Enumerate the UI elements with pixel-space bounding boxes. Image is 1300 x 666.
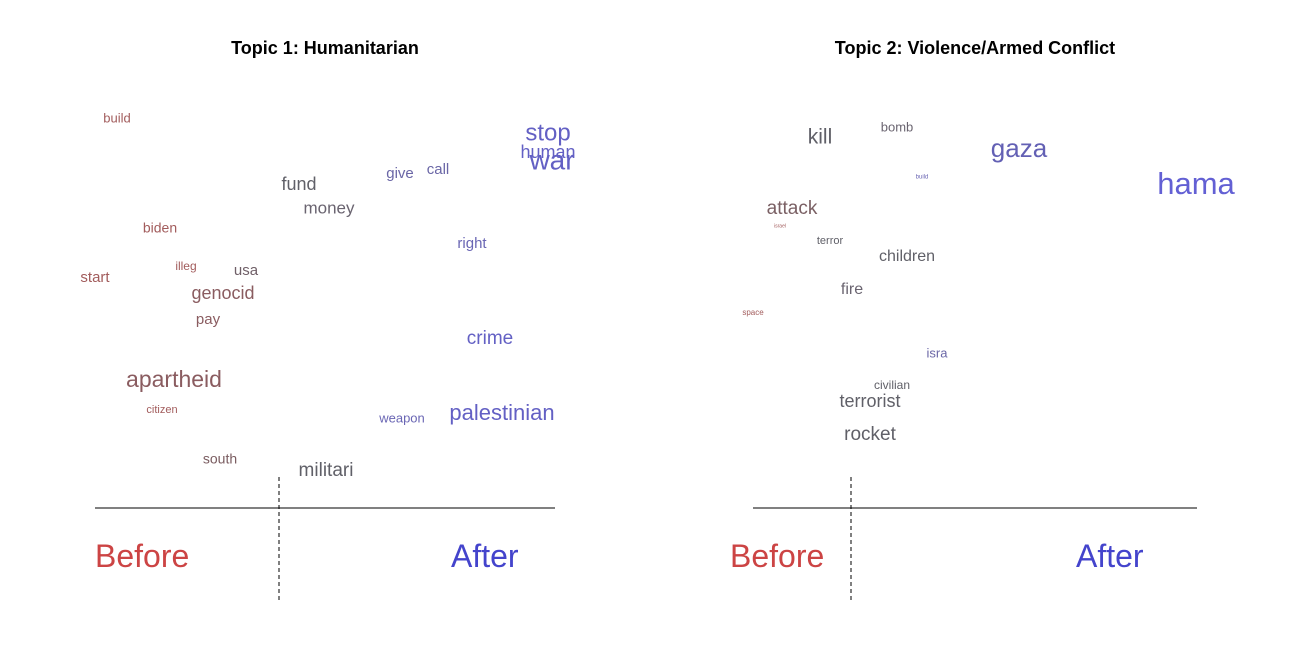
word-civilian: civilian	[874, 378, 910, 392]
word-human: human	[520, 142, 575, 162]
before-label: Before	[730, 538, 825, 574]
after-label: After	[1076, 538, 1144, 574]
word-fund: fund	[281, 174, 316, 194]
word-kill: kill	[808, 126, 833, 149]
word-south: south	[203, 451, 237, 467]
word-israel: israel	[774, 223, 786, 229]
word-isra: isra	[927, 345, 949, 360]
word-palestinian: palestinian	[449, 400, 554, 425]
word-apartheid: apartheid	[126, 366, 222, 392]
word-usa: usa	[234, 262, 259, 279]
word-stop: stop	[525, 119, 570, 146]
word-rocket: rocket	[844, 424, 896, 445]
word-gaza: gaza	[991, 133, 1048, 163]
after-label: After	[451, 538, 519, 574]
word-militari: militari	[299, 460, 354, 481]
word-crime: crime	[467, 328, 513, 349]
word-war: war	[528, 144, 574, 175]
word-give: give	[386, 165, 414, 182]
word-call: call	[427, 161, 450, 178]
word-fire: fire	[841, 281, 863, 298]
word-right: right	[457, 235, 487, 252]
topic-1-panel: Topic 1: Humanitarian build stop war human f…	[80, 38, 576, 600]
word-bomb: bomb	[881, 119, 914, 134]
word-pay: pay	[196, 311, 221, 328]
word-hama: hama	[1157, 166, 1235, 201]
word-space: space	[742, 308, 764, 317]
wordcloud-plot: kill bomb gaza hama build attack israel terror c…	[742, 119, 1236, 600]
word-start: start	[80, 269, 110, 286]
word-build: build	[916, 175, 929, 181]
word-biden: biden	[143, 220, 177, 236]
topic-2-panel: Topic 2: Violence/Armed Conflict kill bom…	[650, 0, 1300, 666]
word-weapon: weapon	[378, 410, 425, 425]
word-genocid: genocid	[191, 283, 254, 303]
chart-title: Topic 1: Humanitarian	[231, 38, 419, 58]
word-money: money	[303, 198, 355, 217]
chart-title: Topic 2: Violence/Armed Conflict	[834, 38, 1116, 58]
word-build: build	[103, 110, 130, 125]
word-illeg: illeg	[175, 259, 196, 273]
word-attack: attack	[767, 198, 818, 219]
before-label: Before	[95, 538, 190, 574]
word-citizen: citizen	[146, 404, 177, 416]
word-terrorist: terrorist	[839, 391, 900, 411]
word-terror: terror	[817, 235, 844, 247]
word-children: children	[879, 248, 935, 265]
